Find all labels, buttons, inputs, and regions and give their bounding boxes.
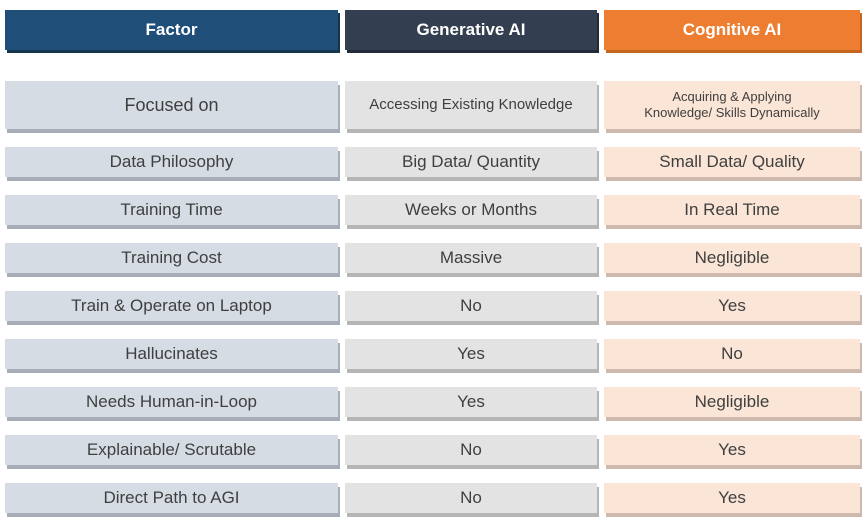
table-row: Direct Path to AGI No Yes bbox=[0, 483, 867, 513]
cognitive-ai-cell: Yes bbox=[604, 291, 860, 321]
generative-ai-cell: Big Data/ Quantity bbox=[345, 147, 597, 177]
factor-cell: Train & Operate on Laptop bbox=[5, 291, 338, 321]
cognitive-ai-cell: Negligible bbox=[604, 387, 860, 417]
generative-ai-cell: No bbox=[345, 435, 597, 465]
cognitive-ai-cell: In Real Time bbox=[604, 195, 860, 225]
factor-cell: Direct Path to AGI bbox=[5, 483, 338, 513]
cognitive-ai-cell: Small Data/ Quality bbox=[604, 147, 860, 177]
table-row: Training Cost Massive Negligible bbox=[0, 243, 867, 273]
cognitive-ai-column-header: Cognitive AI bbox=[604, 10, 860, 50]
header-row: Factor Generative AI Cognitive AI bbox=[0, 10, 867, 50]
table-row: Train & Operate on Laptop No Yes bbox=[0, 291, 867, 321]
generative-ai-cell: Massive bbox=[345, 243, 597, 273]
factor-cell: Training Time bbox=[5, 195, 338, 225]
table-row: Explainable/ Scrutable No Yes bbox=[0, 435, 867, 465]
generative-ai-cell: Yes bbox=[345, 387, 597, 417]
generative-ai-column-header: Generative AI bbox=[345, 10, 597, 50]
generative-ai-cell: Weeks or Months bbox=[345, 195, 597, 225]
cognitive-ai-cell: Negligible bbox=[604, 243, 860, 273]
factor-column-header: Factor bbox=[5, 10, 338, 50]
cognitive-ai-cell: No bbox=[604, 339, 860, 369]
cognitive-ai-cell: Yes bbox=[604, 483, 860, 513]
generative-ai-cell: Accessing Existing Knowledge bbox=[345, 81, 597, 129]
generative-ai-cell: No bbox=[345, 483, 597, 513]
generative-ai-cell: Yes bbox=[345, 339, 597, 369]
cognitive-ai-cell: Acquiring & Applying Knowledge/ Skills D… bbox=[604, 81, 860, 129]
factor-cell: Focused on bbox=[5, 81, 338, 129]
table-row: Training Time Weeks or Months In Real Ti… bbox=[0, 195, 867, 225]
cognitive-ai-cell: Yes bbox=[604, 435, 860, 465]
factor-cell: Training Cost bbox=[5, 243, 338, 273]
cognitive-ai-cell-text: Acquiring & Applying Knowledge/ Skills D… bbox=[644, 88, 820, 120]
factor-cell: Hallucinates bbox=[5, 339, 338, 369]
factor-cell: Needs Human-in-Loop bbox=[5, 387, 338, 417]
table-row: Needs Human-in-Loop Yes Negligible bbox=[0, 387, 867, 417]
table-row: Hallucinates Yes No bbox=[0, 339, 867, 369]
factor-cell: Data Philosophy bbox=[5, 147, 338, 177]
generative-ai-cell: No bbox=[345, 291, 597, 321]
factor-cell: Explainable/ Scrutable bbox=[5, 435, 338, 465]
table-row: Focused on Accessing Existing Knowledge … bbox=[0, 81, 867, 129]
table-row: Data Philosophy Big Data/ Quantity Small… bbox=[0, 147, 867, 177]
